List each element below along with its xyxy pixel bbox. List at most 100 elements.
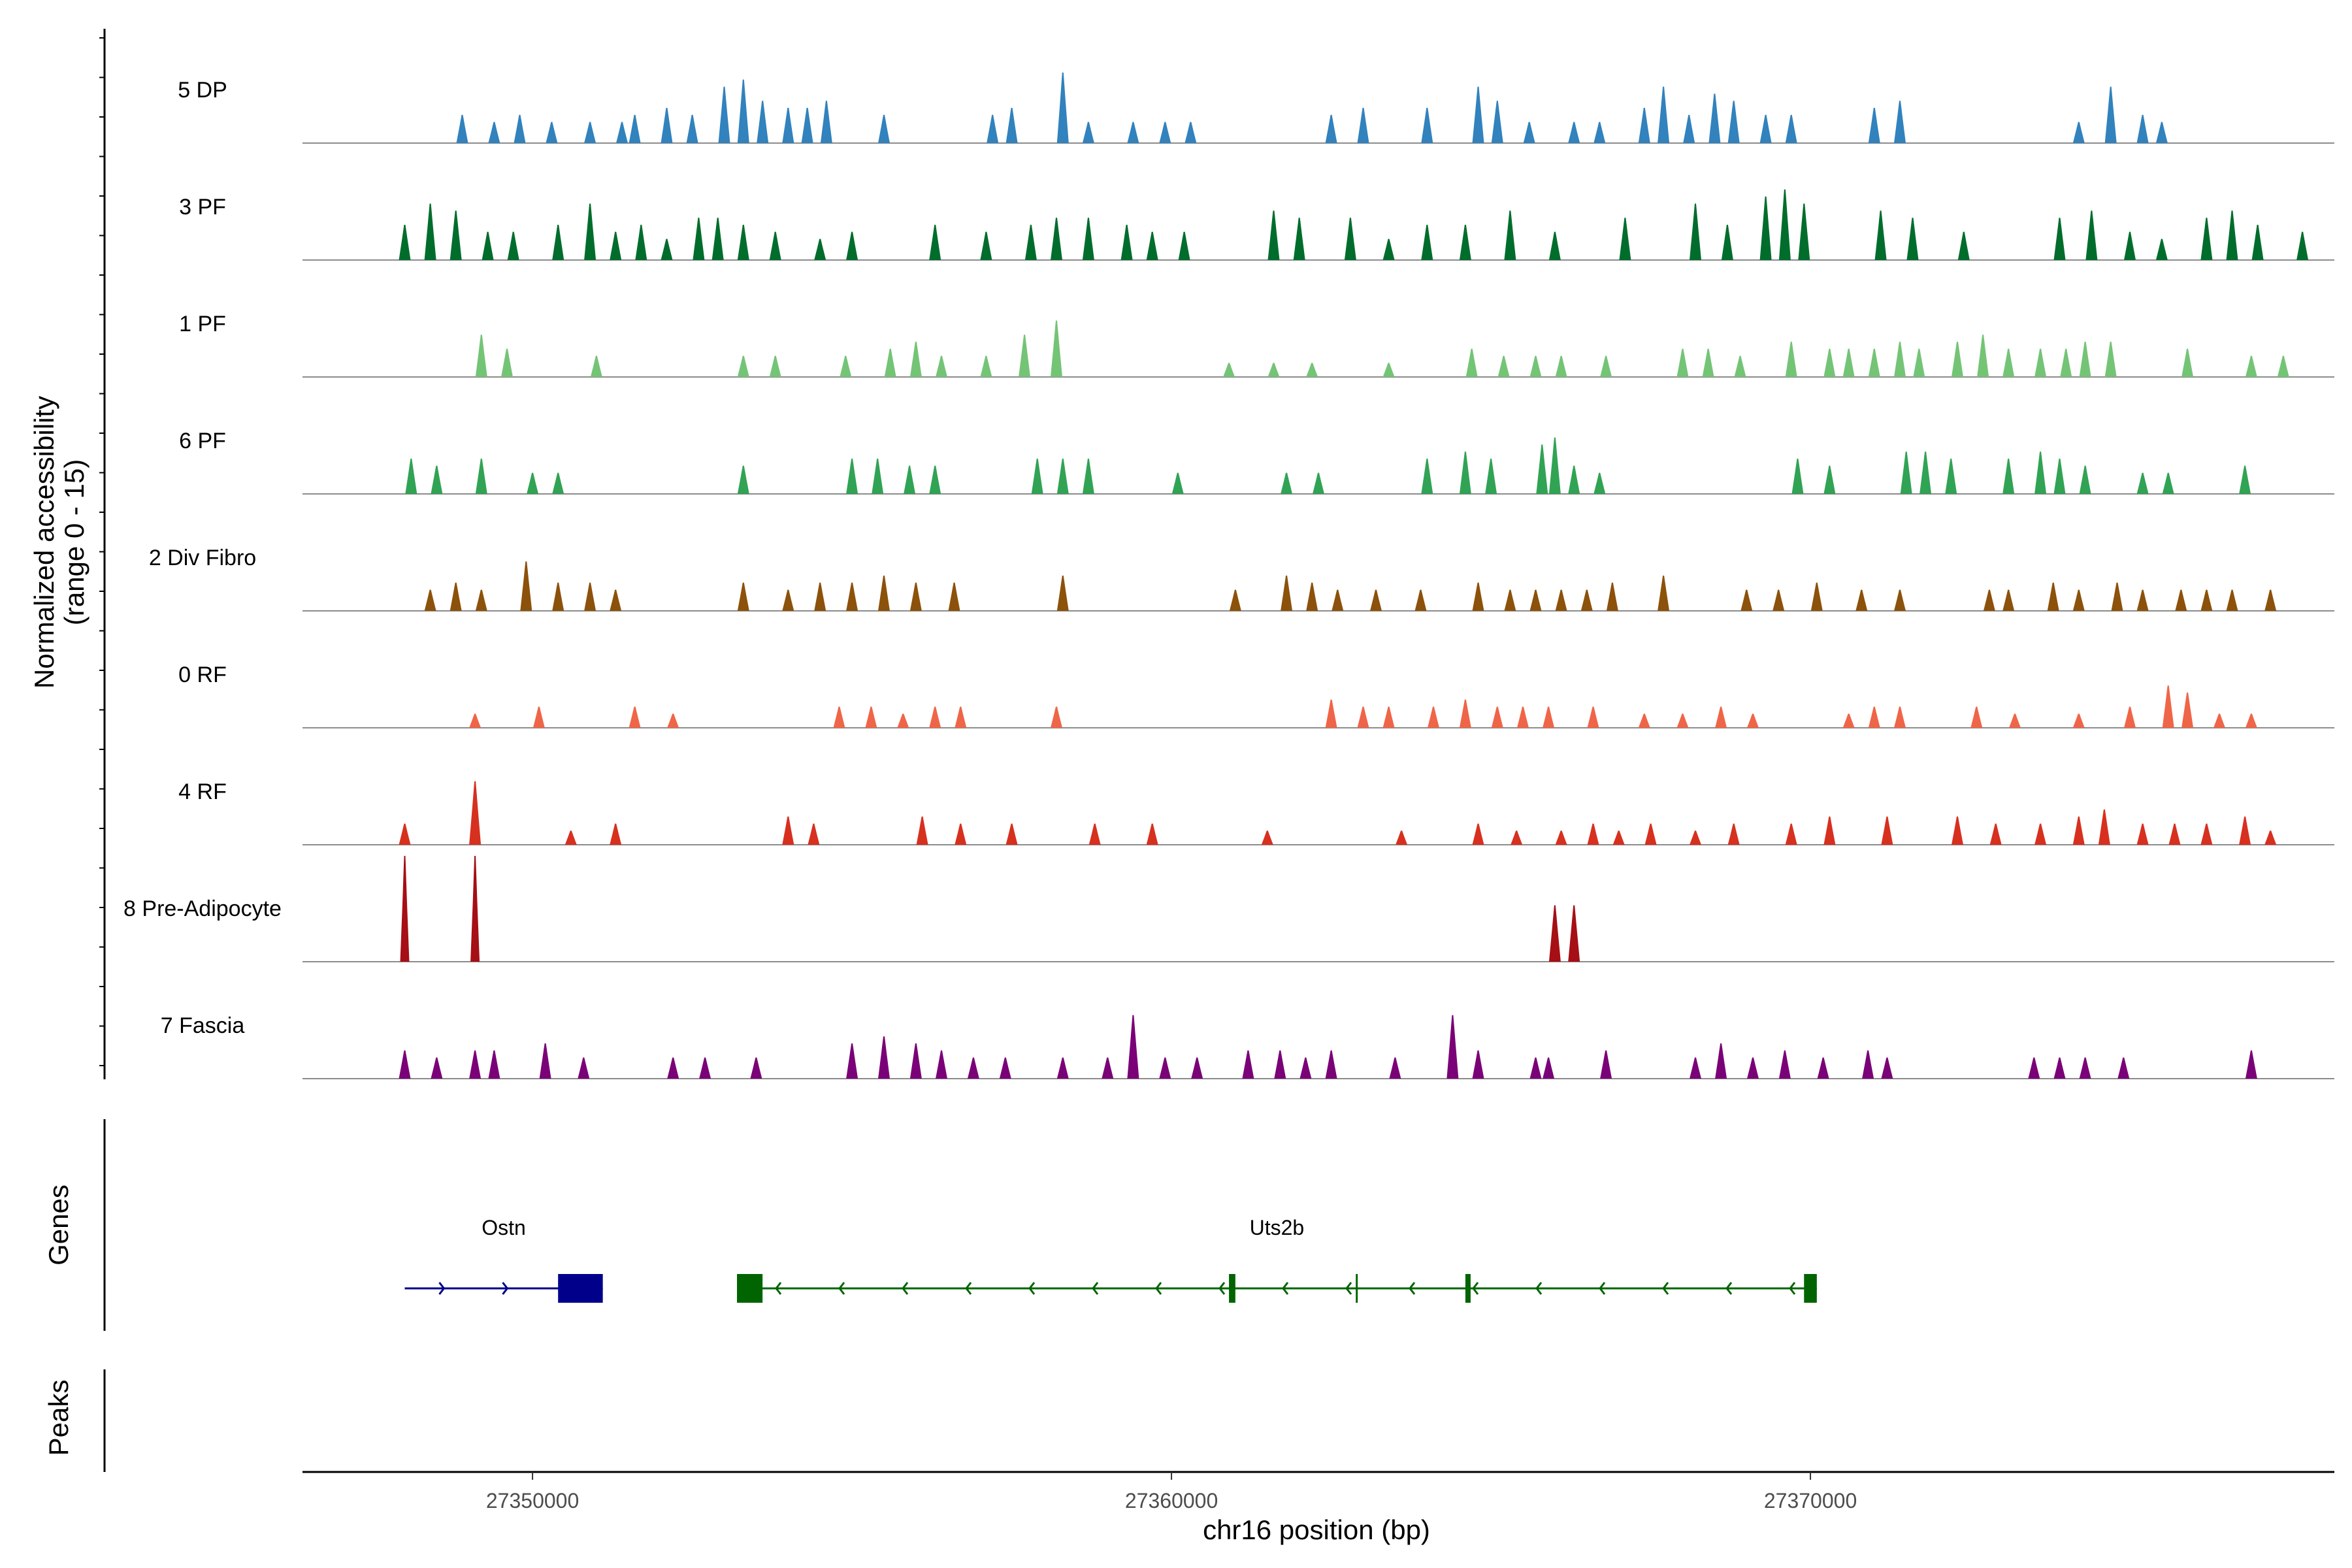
peak-bar <box>1331 589 1344 611</box>
peak-bar <box>1102 1057 1114 1079</box>
peak-bar <box>1676 713 1689 728</box>
peak-bar <box>1382 363 1395 377</box>
peak-bar <box>718 86 730 143</box>
strand-arrow <box>1155 1282 1162 1295</box>
peak-bar <box>1396 830 1408 845</box>
peak-bar <box>1051 320 1062 377</box>
peak-bar <box>1306 582 1318 611</box>
peak-bar <box>501 348 513 377</box>
y-axis-title-line-2: (range 0 - 15) <box>59 459 90 625</box>
strand-arrow <box>1409 1282 1416 1295</box>
peak-bar <box>1543 1057 1555 1079</box>
peak-bar <box>737 225 749 260</box>
peak-bar <box>1555 589 1567 611</box>
peak-bar <box>1536 444 1548 494</box>
peak-bar <box>1082 122 1094 143</box>
peak-bar <box>948 582 960 611</box>
peak-bar <box>546 122 558 143</box>
peak-bar <box>820 101 832 143</box>
peak-bar <box>667 713 679 728</box>
peak-bar <box>1855 589 1868 611</box>
gene-panel: Ostn Uts2b <box>404 1216 1817 1303</box>
peak-bar <box>1817 1057 1829 1079</box>
peak-bar <box>2162 685 2174 728</box>
peak-bar <box>661 108 673 143</box>
peak-bar <box>2124 231 2136 260</box>
strand-arrow <box>1345 1282 1352 1295</box>
peak-bar <box>2226 589 2238 611</box>
peak-bar <box>878 1036 890 1079</box>
peak-bar <box>1281 576 1293 611</box>
peak-bar <box>1619 218 1631 260</box>
peak-bar <box>1511 830 1523 845</box>
peak-bar <box>1459 225 1471 260</box>
peak-bar <box>2072 816 2085 845</box>
peak-bar <box>2111 582 2123 611</box>
x-axis: 27350000 27360000 27370000 <box>302 1471 2334 1512</box>
peak-bar <box>1568 465 1580 494</box>
track-label-0: 5 DP <box>178 78 227 103</box>
peak-bar <box>1970 706 1983 728</box>
peak-bar <box>936 1050 947 1079</box>
peak-bar <box>667 1057 679 1079</box>
peak-bar <box>590 355 602 377</box>
peak-bar <box>1952 816 1963 845</box>
peak-bar <box>431 1057 443 1079</box>
peak-bar <box>1281 472 1293 494</box>
peak-bar <box>532 706 545 728</box>
peak-bar <box>1497 355 1510 377</box>
peak-bar <box>584 582 596 611</box>
strand-arrow <box>965 1282 972 1295</box>
peak-bar <box>1881 816 1893 845</box>
peak-bar <box>1382 238 1395 260</box>
peak-bar <box>1676 348 1689 377</box>
peak-bar <box>737 79 749 143</box>
peak-bar <box>846 231 858 260</box>
peak-bar <box>2079 1057 2091 1079</box>
peak-bar <box>711 218 724 260</box>
peak-bar <box>475 589 487 611</box>
track-label-6: 4 RF <box>178 779 227 804</box>
peak-bar <box>878 114 890 143</box>
peak-bar <box>552 472 564 494</box>
x-tick-label-1: 27360000 <box>1125 1489 1218 1512</box>
peak-bar <box>2181 693 2194 728</box>
peak-bar <box>482 231 494 260</box>
peak-bar <box>1759 114 1772 143</box>
peak-bar <box>1548 231 1561 260</box>
peak-bar <box>2028 1057 2040 1079</box>
peak-bar <box>2098 809 2110 845</box>
peak-bar <box>399 823 411 845</box>
peak-bar <box>1472 823 1484 845</box>
peak-bar <box>1785 342 1797 377</box>
strand-arrow <box>902 1282 909 1295</box>
peak-bar <box>1727 101 1740 143</box>
peak-bar <box>1580 589 1593 611</box>
peak-bar <box>1862 1050 1874 1079</box>
peak-bar <box>1005 823 1018 845</box>
x-tick-label-0: 27350000 <box>486 1489 579 1512</box>
peak-bar <box>1644 823 1657 845</box>
peak-bar <box>782 108 794 143</box>
peak-bar <box>610 823 622 845</box>
peak-bar <box>1778 1050 1791 1079</box>
peak-bar <box>2239 465 2251 494</box>
strand-arrow <box>1282 1282 1289 1295</box>
peak-bar <box>2060 348 2072 377</box>
peak-bar <box>699 1057 711 1079</box>
strand-arrow <box>1535 1282 1543 1295</box>
peak-bar <box>1504 210 1516 260</box>
peak-bar <box>1658 576 1670 611</box>
peak-bar <box>1389 1057 1401 1079</box>
peak-bar <box>424 203 436 260</box>
peak-bar <box>1638 713 1650 728</box>
peak-bar <box>1690 1057 1701 1079</box>
peak-bar <box>1267 363 1280 377</box>
peak-bar <box>909 342 922 377</box>
peak-bar <box>1031 459 1043 494</box>
peak-bar <box>1555 830 1567 845</box>
strand-arrow <box>1599 1282 1606 1295</box>
peak-bar <box>1171 472 1184 494</box>
peak-bar <box>1868 348 1880 377</box>
peak-bar <box>1868 706 1880 728</box>
